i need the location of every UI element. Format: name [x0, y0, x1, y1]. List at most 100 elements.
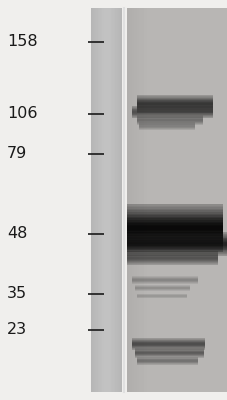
- Bar: [126, 204, 222, 206]
- Bar: [144, 8, 146, 392]
- Bar: [96, 8, 97, 392]
- Bar: [117, 8, 118, 392]
- Bar: [126, 263, 217, 264]
- Bar: [126, 256, 217, 257]
- Bar: [94, 8, 95, 392]
- Bar: [126, 225, 222, 226]
- Bar: [126, 255, 217, 256]
- Bar: [114, 8, 115, 392]
- Bar: [126, 250, 227, 251]
- Bar: [126, 228, 222, 230]
- Bar: [126, 258, 217, 259]
- Bar: [126, 242, 222, 244]
- Bar: [97, 8, 98, 392]
- Bar: [98, 8, 99, 392]
- Bar: [126, 243, 227, 244]
- Bar: [91, 8, 92, 392]
- Bar: [136, 100, 212, 101]
- Bar: [131, 340, 204, 341]
- Bar: [126, 8, 128, 392]
- Bar: [131, 113, 212, 114]
- Bar: [136, 107, 212, 108]
- Bar: [136, 99, 212, 100]
- Text: 35: 35: [7, 286, 27, 302]
- Bar: [131, 106, 212, 107]
- Bar: [136, 8, 139, 392]
- Text: 79: 79: [7, 146, 27, 162]
- Bar: [126, 236, 222, 238]
- Bar: [131, 110, 212, 111]
- Bar: [126, 237, 227, 238]
- Bar: [126, 230, 222, 231]
- Bar: [131, 112, 212, 113]
- Bar: [131, 339, 204, 340]
- Bar: [126, 233, 227, 234]
- Bar: [126, 218, 222, 220]
- Bar: [91, 8, 121, 392]
- Bar: [101, 8, 102, 392]
- Bar: [116, 8, 117, 392]
- Bar: [126, 260, 217, 261]
- Bar: [111, 8, 112, 392]
- Bar: [136, 109, 212, 110]
- Text: 158: 158: [7, 34, 37, 50]
- Bar: [131, 115, 212, 116]
- Bar: [136, 102, 212, 103]
- Bar: [126, 207, 222, 209]
- Bar: [126, 239, 227, 240]
- Bar: [102, 8, 103, 392]
- Bar: [126, 251, 217, 252]
- Bar: [126, 212, 222, 214]
- Bar: [119, 8, 120, 392]
- Bar: [126, 249, 222, 250]
- Bar: [136, 106, 212, 107]
- Bar: [126, 246, 227, 247]
- Bar: [131, 349, 204, 350]
- Bar: [126, 264, 217, 265]
- Bar: [99, 8, 100, 392]
- Bar: [126, 259, 217, 260]
- Bar: [141, 8, 144, 392]
- Bar: [126, 253, 217, 254]
- Bar: [126, 247, 227, 248]
- Bar: [126, 238, 222, 239]
- Bar: [126, 236, 227, 237]
- Bar: [136, 96, 212, 97]
- Bar: [131, 117, 212, 118]
- Bar: [136, 108, 212, 109]
- Bar: [131, 344, 204, 345]
- Bar: [126, 245, 227, 246]
- Bar: [126, 209, 222, 210]
- Bar: [131, 346, 204, 347]
- Bar: [131, 8, 133, 392]
- Bar: [126, 231, 222, 233]
- Bar: [126, 246, 222, 247]
- Text: 48: 48: [7, 226, 27, 242]
- Bar: [126, 248, 227, 249]
- Bar: [126, 261, 217, 262]
- Bar: [126, 220, 222, 222]
- Bar: [136, 112, 212, 113]
- Bar: [136, 95, 212, 96]
- Text: 106: 106: [7, 106, 37, 122]
- Bar: [95, 8, 96, 392]
- Bar: [126, 226, 222, 228]
- Bar: [115, 8, 116, 392]
- Bar: [126, 247, 222, 249]
- Bar: [126, 252, 227, 253]
- Bar: [131, 342, 204, 343]
- Bar: [136, 103, 212, 104]
- Bar: [131, 347, 204, 348]
- Bar: [126, 233, 222, 234]
- Bar: [131, 343, 204, 344]
- Bar: [100, 8, 101, 392]
- Bar: [128, 8, 131, 392]
- Bar: [136, 104, 212, 105]
- Text: 23: 23: [7, 322, 27, 338]
- Bar: [126, 250, 222, 252]
- Bar: [126, 257, 217, 258]
- Bar: [126, 244, 227, 245]
- Bar: [126, 244, 222, 246]
- Bar: [112, 8, 113, 392]
- Bar: [131, 345, 204, 346]
